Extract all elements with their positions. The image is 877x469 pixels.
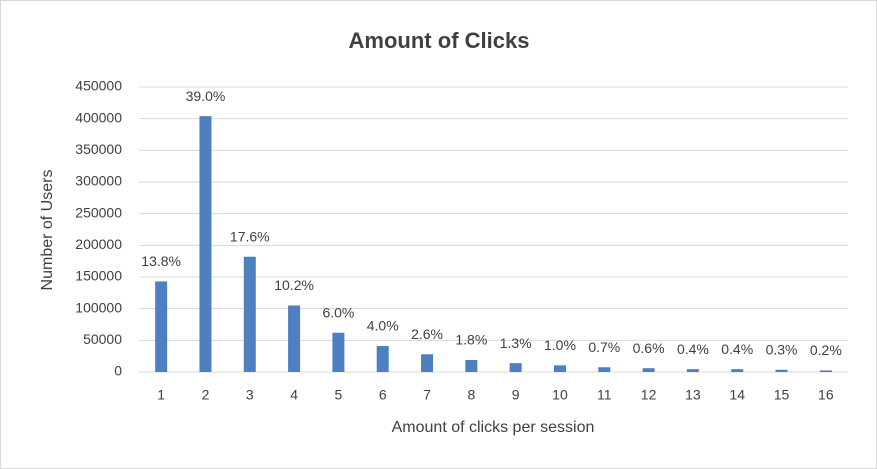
x-tick-label: 15: [774, 387, 790, 403]
bar: [155, 281, 168, 372]
bar: [642, 368, 655, 372]
x-tick-label: 9: [512, 387, 520, 403]
x-tick-label: 2: [202, 387, 210, 403]
x-tick-label: 3: [246, 387, 254, 403]
bar: [465, 359, 478, 372]
x-tick-label: 13: [685, 387, 701, 403]
data-label: 39.0%: [186, 88, 226, 104]
y-tick-label: 200000: [75, 236, 122, 252]
data-label: 1.8%: [455, 332, 487, 348]
bar: [775, 369, 788, 372]
data-label: 13.8%: [141, 253, 181, 269]
x-axis-title: Amount of clicks per session: [392, 419, 595, 436]
data-label: 1.0%: [544, 337, 576, 353]
y-tick-label: 350000: [75, 141, 122, 157]
y-tick-label: 300000: [75, 173, 122, 189]
data-label: 17.6%: [230, 228, 270, 244]
data-label: 6.0%: [322, 304, 354, 320]
data-label: 1.3%: [500, 335, 532, 351]
y-tick-label: 0: [114, 363, 122, 379]
x-tick-label: 16: [818, 387, 834, 403]
bar: [288, 305, 301, 372]
data-label: 0.4%: [721, 341, 753, 357]
x-tick-label: 10: [552, 387, 568, 403]
chart-title: Amount of Clicks: [349, 28, 530, 53]
x-tick-label: 12: [641, 387, 657, 403]
data-label: 0.3%: [766, 341, 798, 357]
data-label: 10.2%: [274, 277, 314, 293]
x-tick-label: 1: [157, 387, 165, 403]
bar: [731, 369, 744, 372]
data-label: 4.0%: [367, 318, 399, 334]
x-tick-label: 4: [290, 387, 298, 403]
bar: [598, 367, 611, 372]
bar: [509, 363, 522, 372]
y-tick-label: 450000: [75, 78, 122, 94]
data-label: 0.4%: [677, 341, 709, 357]
x-tick-label: 6: [379, 387, 387, 403]
y-tick-label: 150000: [75, 268, 122, 284]
bar: [553, 365, 566, 372]
y-tick-label: 50000: [83, 331, 122, 347]
bar: [376, 346, 389, 372]
x-tick-label: 11: [597, 387, 612, 403]
data-label: 0.2%: [810, 342, 842, 358]
bar: [819, 370, 832, 372]
bar: [686, 369, 699, 372]
x-tick-label: 7: [423, 387, 431, 403]
y-tick-label: 400000: [75, 109, 122, 125]
data-label: 0.6%: [633, 340, 665, 356]
y-tick-label: 100000: [75, 299, 122, 315]
x-tick-label: 5: [335, 387, 343, 403]
x-tick-label: 14: [729, 387, 745, 403]
x-tick-label: 8: [467, 387, 475, 403]
data-label: 0.7%: [588, 339, 620, 355]
y-axis-title: Number of Users: [39, 170, 56, 291]
bar: [421, 354, 434, 372]
bar: [332, 332, 345, 372]
bar: [243, 256, 256, 372]
data-label: 2.6%: [411, 326, 443, 342]
bar: [199, 116, 212, 372]
y-tick-label: 250000: [75, 204, 122, 220]
